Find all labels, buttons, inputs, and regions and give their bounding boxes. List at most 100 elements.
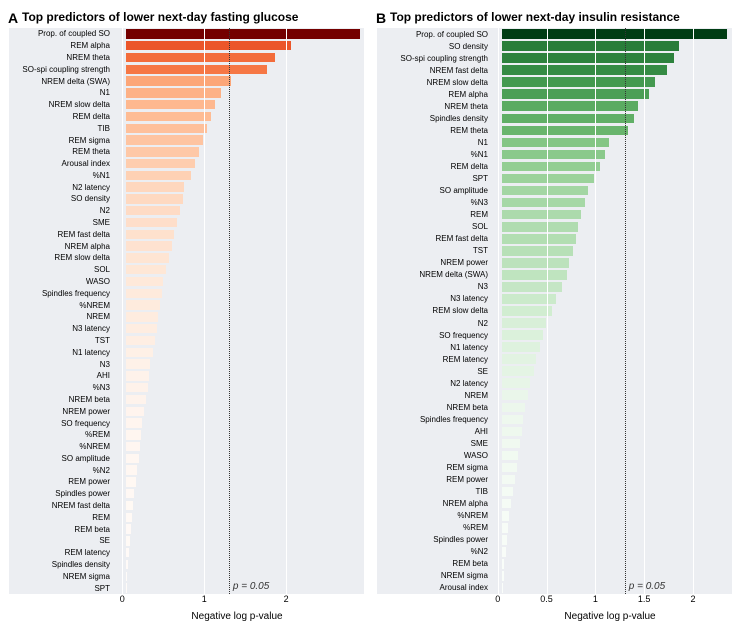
bar-label: N2 latency xyxy=(8,183,114,192)
bar-label: Arousal index xyxy=(376,583,492,592)
bar-label: REM theta xyxy=(8,147,114,156)
bar-label: NREM delta (SWA) xyxy=(8,77,114,86)
bar-label: REM fast delta xyxy=(376,234,492,243)
bar-zone xyxy=(492,522,732,534)
bar-label: REM xyxy=(8,513,114,522)
bar-row: TST xyxy=(8,335,364,347)
bar-row: NREM delta (SWA) xyxy=(8,75,364,87)
bar-label: REM theta xyxy=(376,126,492,135)
bar-label: REM beta xyxy=(8,525,114,534)
bar-zone xyxy=(492,173,732,185)
bar-label: %N2 xyxy=(8,466,114,475)
bar xyxy=(502,366,535,376)
bar-row: SME xyxy=(376,437,732,449)
bar-label: SE xyxy=(8,536,114,545)
bar xyxy=(502,511,510,521)
bar-row: TIB xyxy=(376,486,732,498)
bar-label: N3 xyxy=(376,282,492,291)
bar-row: REM alpha xyxy=(376,88,732,100)
bar-label: SPT xyxy=(8,584,114,593)
bar-zone xyxy=(114,228,364,240)
bar-label: Spindles frequency xyxy=(376,415,492,424)
bar-label: REM sigma xyxy=(8,136,114,145)
bar xyxy=(126,560,128,569)
x-tick: 1 xyxy=(202,594,207,604)
bar xyxy=(126,265,166,274)
bar-zone xyxy=(114,87,364,99)
bar xyxy=(126,383,148,392)
bar-row: N2 latency xyxy=(8,181,364,193)
bar xyxy=(126,336,155,345)
gridline xyxy=(122,28,123,594)
bar-row: Spindles density xyxy=(8,559,364,571)
bar-zone xyxy=(492,486,732,498)
bar xyxy=(502,174,594,184)
bar-row: NREM power xyxy=(8,405,364,417)
bar-label: SME xyxy=(376,439,492,448)
bar-label: Spindles power xyxy=(376,535,492,544)
bar-label: SO-spi coupling strength xyxy=(376,54,492,63)
bar-label: NREM xyxy=(8,312,114,321)
bar-label: Spindles density xyxy=(376,114,492,123)
bar-zone xyxy=(114,464,364,476)
bar-zone xyxy=(492,136,732,148)
bar-label: NREM theta xyxy=(8,53,114,62)
bar-label: N1 latency xyxy=(8,348,114,357)
bar-row: AHI xyxy=(376,425,732,437)
bar-label: TIB xyxy=(8,124,114,133)
bar-zone xyxy=(492,437,732,449)
bar-label: WASO xyxy=(8,277,114,286)
pvalue-label: p = 0.05 xyxy=(233,581,269,592)
bar xyxy=(126,477,136,486)
bar-row: N1 xyxy=(376,136,732,148)
bar-row: TST xyxy=(376,245,732,257)
bar-label: REM latency xyxy=(376,355,492,364)
gridline xyxy=(547,28,548,594)
bar-label: REM alpha xyxy=(8,41,114,50)
bar-zone xyxy=(114,323,364,335)
bar-label: NREM fast delta xyxy=(376,66,492,75)
bar-label: Prop. of coupled SO xyxy=(8,29,114,38)
bar xyxy=(502,499,512,509)
bar xyxy=(502,342,540,352)
bar xyxy=(126,206,180,215)
bar xyxy=(126,194,182,203)
bar xyxy=(502,258,569,268)
bar-label: N1 xyxy=(8,88,114,97)
bar-row: %N3 xyxy=(8,382,364,394)
bar xyxy=(502,463,517,473)
bar-row: NREM delta (SWA) xyxy=(376,269,732,281)
bar-label: NREM delta (SWA) xyxy=(376,270,492,279)
bar-zone xyxy=(492,353,732,365)
bar-zone xyxy=(114,500,364,512)
bar-label: SO density xyxy=(376,42,492,51)
bar-zone xyxy=(114,511,364,523)
bar-zone xyxy=(492,474,732,486)
bar-label: N3 latency xyxy=(376,294,492,303)
bar-row: NREM theta xyxy=(376,100,732,112)
bar-zone xyxy=(492,498,732,510)
bar xyxy=(502,246,573,256)
bar-zone xyxy=(492,28,732,40)
bar-row: SE xyxy=(8,535,364,547)
bar-zone xyxy=(114,417,364,429)
bar xyxy=(502,318,546,328)
bar-zone xyxy=(114,240,364,252)
bar-row: %REM xyxy=(8,429,364,441)
bar-label: TIB xyxy=(376,487,492,496)
bar-zone xyxy=(114,453,364,465)
bar xyxy=(502,415,523,425)
bar-zone xyxy=(492,582,732,594)
bar xyxy=(502,77,656,87)
bar-label: %N3 xyxy=(8,383,114,392)
bar-zone xyxy=(492,413,732,425)
bar-zone xyxy=(114,441,364,453)
bar-label: N1 xyxy=(376,138,492,147)
x-axis: 00.511.52Negative log p-value xyxy=(376,594,732,624)
bar-label: REM slow delta xyxy=(8,253,114,262)
bar-row: SPT xyxy=(8,582,364,594)
bar-row: NREM sigma xyxy=(8,570,364,582)
bar xyxy=(502,65,667,75)
bar-row: %NREM xyxy=(8,299,364,311)
bar-zone xyxy=(492,40,732,52)
